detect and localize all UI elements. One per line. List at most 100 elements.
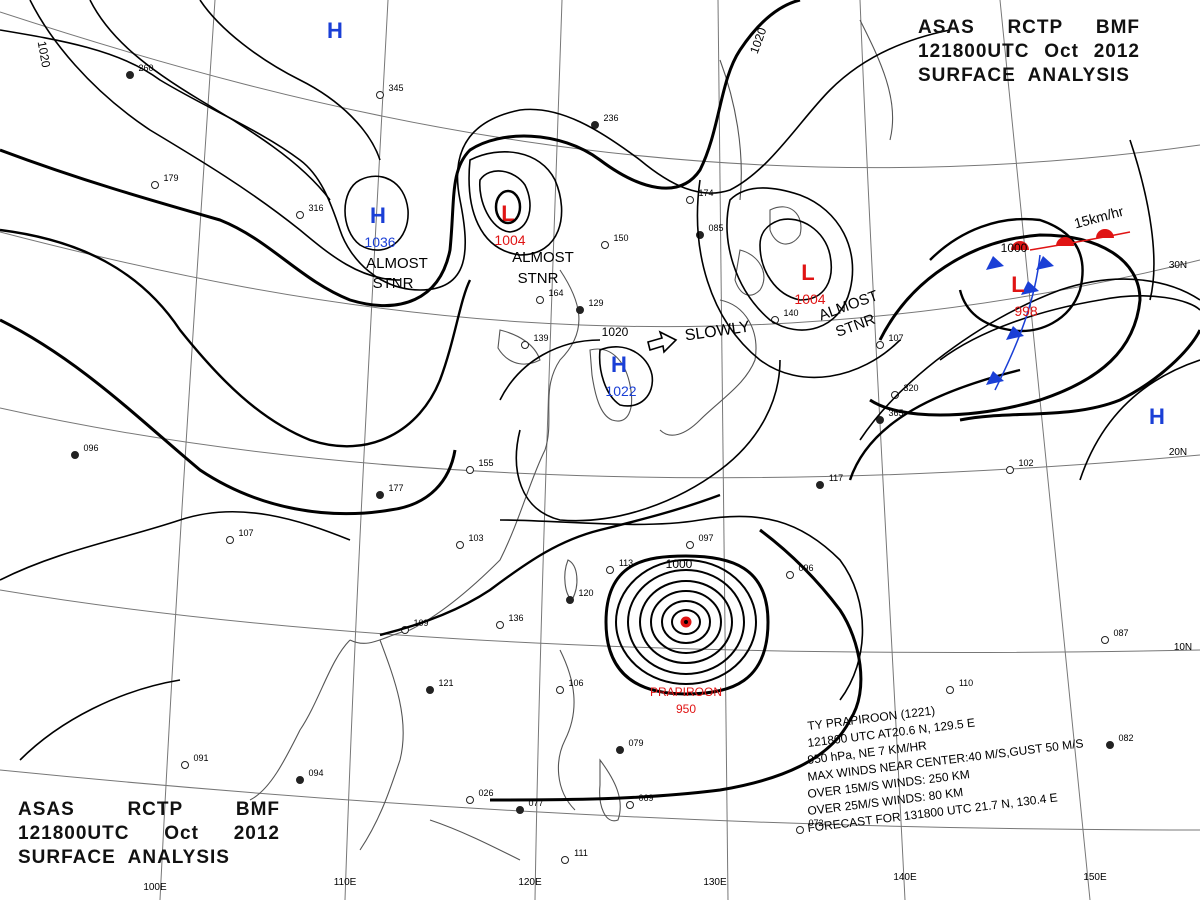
isobar-thin — [726, 187, 854, 331]
isobar-label: 1020 — [602, 325, 629, 339]
station-value: 096 — [83, 443, 98, 453]
coastline-segment — [557, 649, 576, 811]
station-circle — [181, 761, 189, 769]
typhoon-ring — [650, 590, 722, 654]
station-value: 079 — [628, 738, 643, 748]
typhoon-ring — [639, 580, 733, 664]
header-code-3: BMF — [235, 799, 280, 820]
header-title: SURFACE ANALYSIS — [918, 65, 1130, 86]
isobar-label: 1020 — [747, 25, 769, 55]
station-circle — [1101, 636, 1109, 644]
station-circle — [591, 121, 599, 129]
station-value: 164 — [548, 288, 563, 298]
station-value: 113 — [619, 558, 633, 568]
typhoon-ring — [671, 609, 701, 635]
station-circle — [296, 776, 304, 784]
parallel-line — [0, 231, 1200, 328]
station-value: 117 — [829, 473, 843, 483]
station-value: 365 — [888, 408, 903, 418]
station-value: 102 — [1018, 458, 1033, 468]
station-circle — [516, 806, 524, 814]
station-value: 136 — [508, 613, 523, 623]
longitude-label: 130E — [703, 877, 727, 888]
cold-front-symbol — [986, 256, 1004, 270]
station-value: 236 — [603, 113, 618, 123]
warm-front-symbol — [1096, 229, 1114, 238]
station-value: 150 — [613, 233, 628, 243]
isobar-thin — [1129, 139, 1155, 301]
header-code-3: BMF — [1095, 17, 1140, 38]
station-circle — [946, 686, 954, 694]
meridian-line — [999, 0, 1091, 900]
meridian-line — [534, 0, 563, 900]
cold-front-symbol — [1006, 326, 1024, 340]
typhoon-eye — [684, 620, 688, 624]
isobar-thin — [499, 339, 601, 401]
parallel-line — [0, 769, 1200, 831]
station-value: 177 — [388, 483, 403, 493]
isobar-thin — [0, 29, 951, 291]
cold-front-symbol — [1021, 281, 1039, 295]
station-value: 107 — [888, 333, 903, 343]
fronts — [647, 229, 1131, 391]
annotation-stnr: STNR — [518, 270, 559, 287]
station-value: 345 — [388, 83, 403, 93]
meridian-line — [859, 0, 906, 900]
station-circle — [786, 571, 794, 579]
station-value: 107 — [238, 528, 253, 538]
station-circle — [601, 241, 609, 249]
header-year: 2012 — [1093, 41, 1140, 62]
typhoon-isobars — [604, 554, 770, 696]
longitude-label: 110E — [334, 877, 357, 888]
station-circle — [891, 391, 899, 399]
coastline-segment — [734, 249, 765, 296]
station-circle — [376, 91, 384, 99]
meridian-line — [717, 0, 729, 900]
station-circle — [126, 71, 134, 79]
isobars — [0, 0, 1200, 802]
isobar-thin — [939, 295, 1200, 361]
station-circle — [626, 801, 634, 809]
station-circle — [466, 466, 474, 474]
coastlines — [249, 19, 894, 861]
station-value: 260 — [138, 63, 153, 73]
header-month: Oct — [164, 823, 199, 844]
station-plots: 2601793162363451551771391641291501740851… — [71, 63, 1134, 864]
station-circle — [226, 536, 234, 544]
coastline-segment — [359, 639, 404, 851]
typhoon-ring — [661, 600, 711, 644]
annotation-almost: ALMOST — [366, 255, 428, 272]
coastline-segment — [599, 758, 621, 822]
coastline-segment — [589, 348, 633, 422]
header-month: Oct — [1044, 41, 1079, 62]
isobar-thick — [489, 528, 863, 802]
station-circle — [796, 826, 804, 834]
station-value: 085 — [708, 223, 723, 233]
isobar-thick — [848, 368, 1021, 481]
station-circle — [521, 341, 529, 349]
station-circle — [456, 541, 464, 549]
header-bottom-left: ASAS RCTP BMF 121800UTC Oct 2012 SURFACE ANA… — [18, 798, 280, 870]
station-circle — [1006, 466, 1014, 474]
warm-front-symbol — [1056, 237, 1074, 246]
station-value: 082 — [1118, 733, 1133, 743]
station-circle — [876, 341, 884, 349]
isobar-thin — [515, 359, 781, 522]
longitude-label: 120E — [518, 877, 542, 888]
station-circle — [426, 686, 434, 694]
isobar-thin — [696, 179, 901, 379]
header-year: 2012 — [233, 823, 280, 844]
typhoon-outer-ring — [604, 554, 770, 696]
pressure-value: 1004 — [494, 232, 525, 248]
cold-front-symbol — [986, 371, 1004, 385]
isobar-thick — [0, 318, 457, 516]
isobar-thin — [499, 515, 864, 701]
station-circle — [606, 566, 614, 574]
isobar-thin — [19, 679, 181, 761]
header-top-right: ASAS RCTP BMF 121800UTC Oct 2012 SURFACE ANA… — [918, 16, 1140, 88]
station-circle — [616, 746, 624, 754]
station-value: 320 — [903, 383, 918, 393]
station-circle — [536, 296, 544, 304]
typhoon-ring — [627, 569, 745, 675]
typhoon-pressure: 950 — [676, 702, 696, 716]
